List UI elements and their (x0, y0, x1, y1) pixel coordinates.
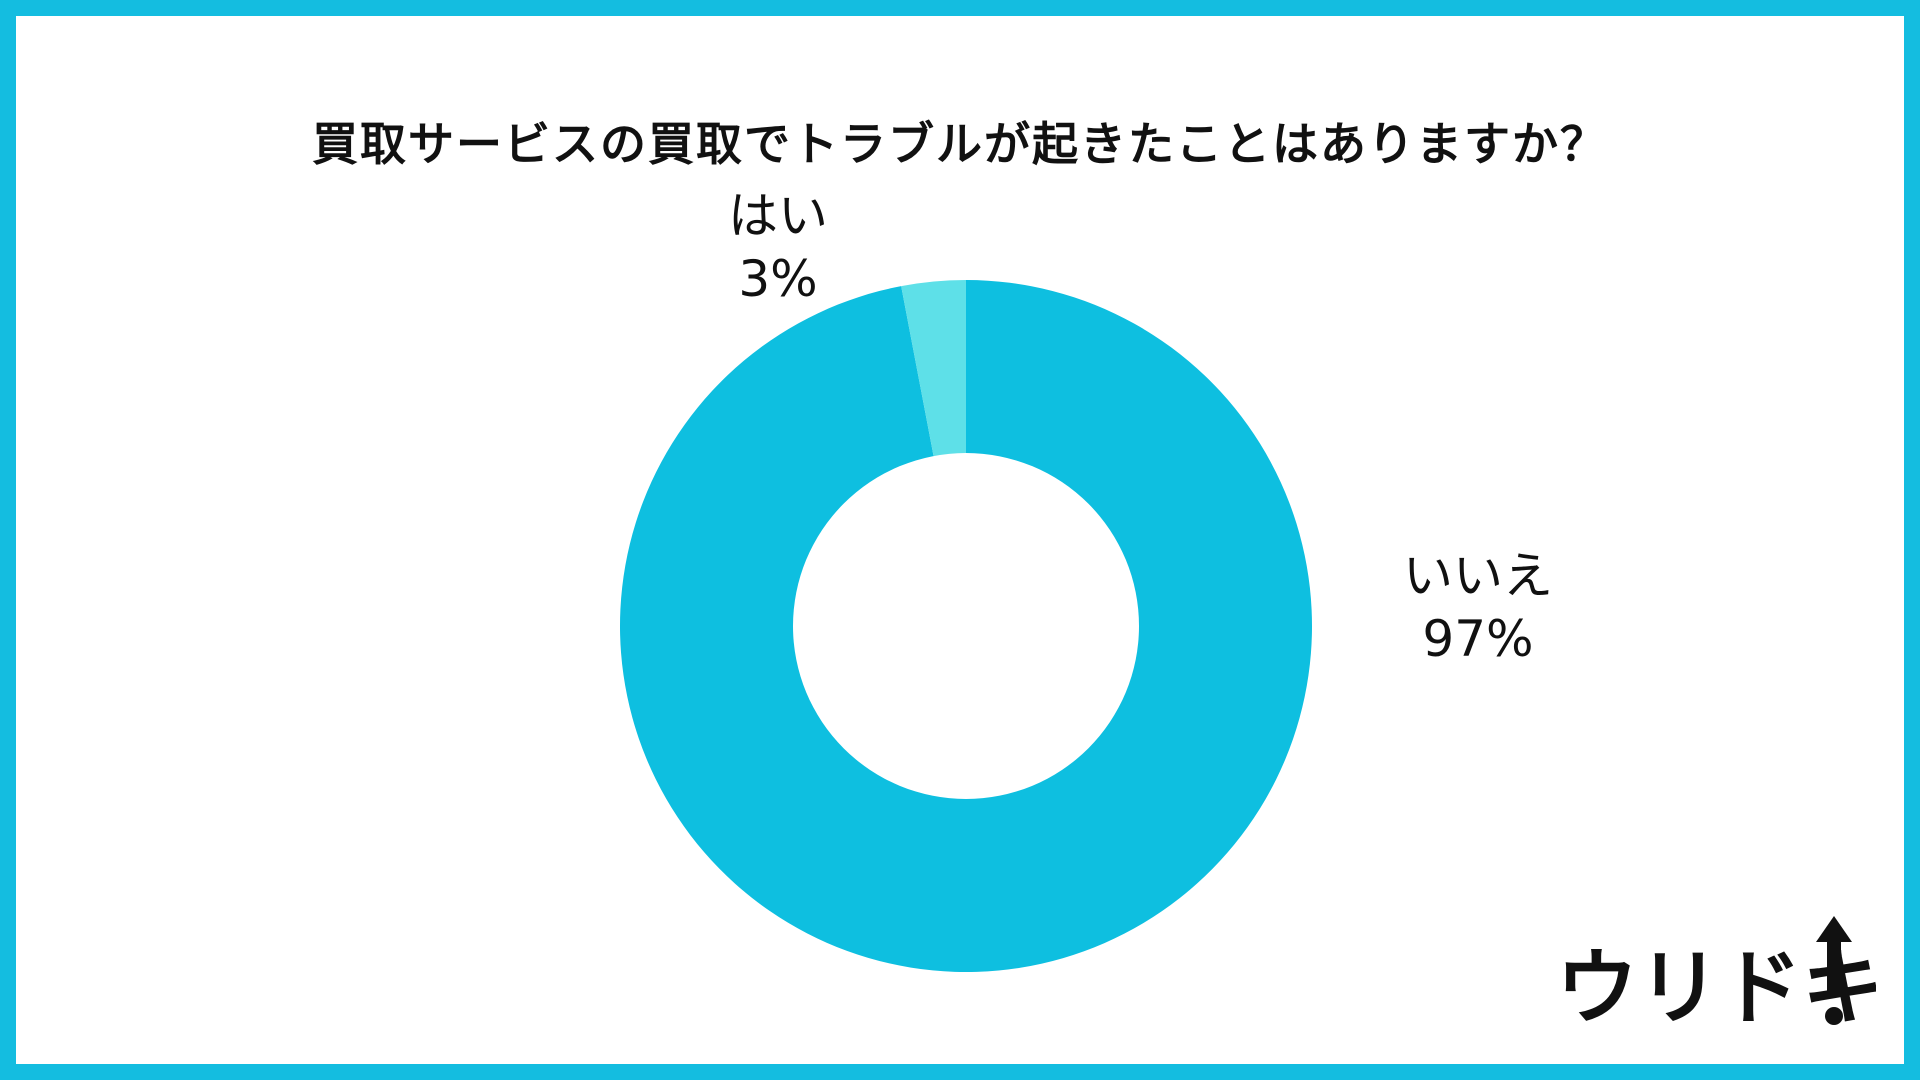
slice-label-no-name: いいえ (1403, 547, 1553, 605)
chart-title: 買取サービスの買取でトラブルが起きたことはありますか？ (312, 117, 1608, 171)
slice-label-no-percent: 97% (1422, 610, 1533, 668)
slice-label-yes: はい 3% (728, 187, 828, 308)
slice-label-yes-percent: 3% (738, 250, 817, 308)
slice-label-yes-name: はい (728, 187, 828, 245)
arrow-up-icon (1816, 916, 1852, 1025)
brand-logo: ウリドキ (1556, 916, 1876, 1036)
brand-logo-text: ウリドキ (1556, 941, 1876, 1036)
slice-label-no: いいえ 97% (1403, 547, 1553, 668)
donut-hole (793, 453, 1139, 799)
